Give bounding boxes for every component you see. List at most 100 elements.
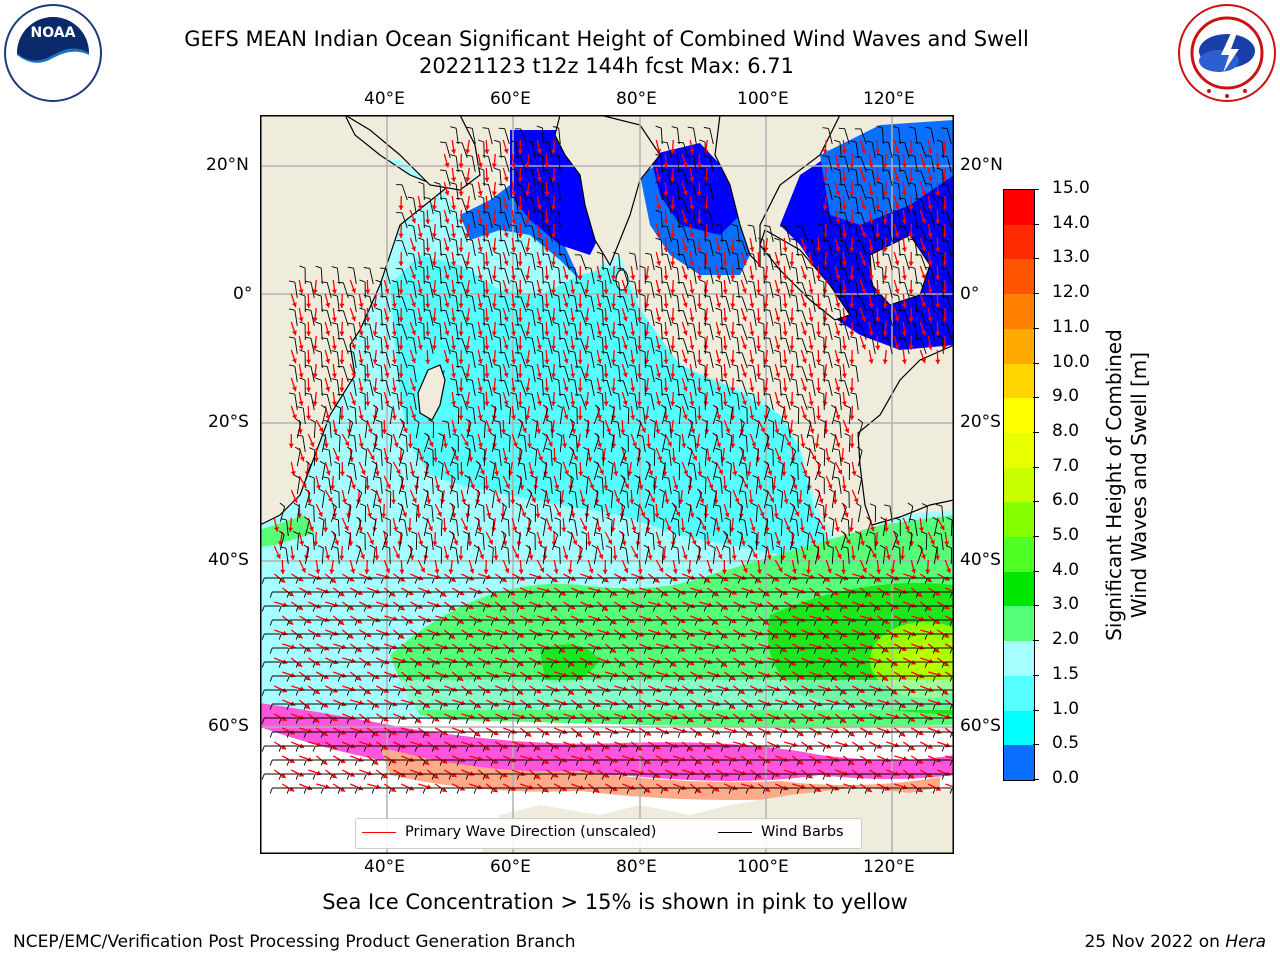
wave-arrow-head [417,344,423,350]
wave-arrow-head [365,289,371,294]
wind-barb-flag [893,545,900,549]
wind-barb [814,520,820,537]
wave-arrow-head [423,555,429,560]
wind-barb-flag [701,447,707,451]
wind-barb [636,450,641,467]
wave-arrow-head [722,633,728,639]
wave-arrow-head [484,205,490,210]
wind-barb [593,464,600,481]
wind-barb-flag [399,490,406,493]
wind-barb [304,464,311,481]
wind-barb [610,519,613,537]
wind-barb [568,534,573,551]
wind-barb-flag [585,266,592,269]
wind-barb [693,296,697,313]
wave-arrow-head [623,567,629,573]
wave-arrow-head [351,400,356,406]
wind-barb-flag [619,502,625,507]
wind-barb [590,296,595,313]
wind-barb [474,548,480,565]
wind-barb-flag [688,434,695,437]
wind-barb-flag [510,280,517,283]
wind-barb [353,296,357,313]
wind-barb-flag [450,238,457,241]
wind-barb [564,310,570,327]
wind-barb [904,142,910,159]
wind-barb [548,170,553,187]
wave-arrow-head [459,590,465,596]
wave-arrow-head [816,387,822,392]
wave-arrow-head [835,442,841,448]
wave-arrow-head [841,177,847,182]
wind-barb [904,198,910,215]
wind-barb-flag [669,633,673,640]
wind-barb-flag [482,351,489,353]
wind-barb-flag [436,517,443,521]
wind-barb [606,296,612,313]
wind-barb-flag [490,591,494,598]
wind-barb [720,366,723,383]
wind-barb [313,422,316,439]
wind-barb-flag [293,531,299,535]
wind-barb [660,184,663,201]
wind-barb-flag [687,294,694,297]
wave-arrow-head [841,205,847,210]
wave-arrow-head [556,511,561,517]
wind-barb [855,338,859,355]
wind-barb-flag [261,633,265,640]
wind-barb [687,478,693,495]
nws-logo [1178,4,1276,102]
wave-arrow-head [339,555,345,560]
wind-barb-flag [331,294,338,297]
wind-barb [429,226,434,243]
wind-barb [828,352,833,369]
wave-arrow-head [859,540,865,546]
wind-barb [439,184,442,201]
wind-barb-flag [278,530,285,535]
wind-barb-flag [544,504,551,507]
wind-barb-flag [715,363,722,367]
wave-arrow-head [882,163,888,168]
wind-barb-flag [719,295,726,298]
wind-barb [811,380,816,397]
wind-barb [310,282,315,299]
wave-arrow-head [682,274,688,280]
wind-barb-flag [839,605,843,612]
wind-barb-flag [453,405,459,409]
wind-barb-flag [318,516,325,521]
wave-arrow-head [381,513,387,518]
wave-arrow-head [868,303,874,308]
wind-barb [372,464,378,481]
wind-barb [785,338,791,355]
wave-arrow-head [511,359,517,364]
wave-arrow-head [810,539,816,545]
wind-barb-flag [771,577,775,584]
wave-arrow-head [444,218,450,224]
wind-barb [326,338,332,355]
wind-barb [302,436,306,453]
wave-arrow-head [696,191,702,196]
wind-barb-flag [699,251,706,255]
wind-barb [380,282,383,299]
wind-barb-flag [608,404,615,409]
wind-barb [914,520,918,537]
wave-arrow-head [691,539,697,545]
wind-barb-flag [321,337,328,339]
wave-arrow-head [385,568,391,574]
wave-arrow-head [698,617,704,622]
wind-barb-flag [499,633,503,640]
wave-arrow-head [458,247,464,252]
wind-barb-flag [552,238,559,241]
wind-barb-flag [618,605,622,612]
wave-arrow-head [934,619,940,624]
wind-barb [709,240,714,257]
wave-arrow-head [654,577,660,583]
wind-barb [558,156,561,173]
wind-barb-flag [312,605,316,612]
wind-barb [634,366,638,383]
wave-arrow-head [842,632,848,638]
wind-barb [499,170,502,187]
wind-barb [831,436,837,453]
wind-barb-flag [747,392,754,395]
wind-barb [844,296,850,313]
